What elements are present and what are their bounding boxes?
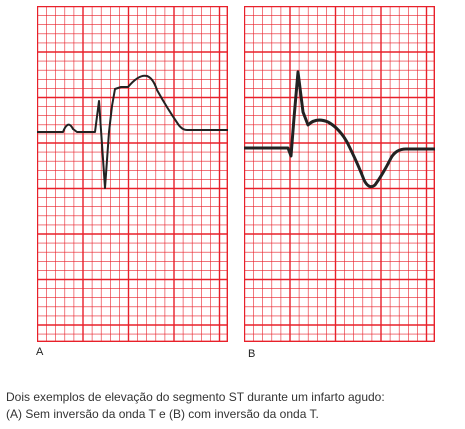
caption-line-1: Dois exemplos de elevação do segmento ST… — [6, 390, 385, 404]
ecg-grid-b — [244, 6, 435, 342]
ecg-grid-a — [37, 6, 228, 342]
ecg-strip-a — [37, 6, 228, 342]
caption-line-2: (A) Sem inversão da onda T e (B) com inv… — [6, 407, 319, 421]
panel-label-a: A — [36, 346, 44, 358]
ecg-strip-b — [244, 6, 435, 342]
panel-label-b: B — [248, 348, 256, 360]
ecg-trace-b — [244, 70, 435, 189]
ecg-trace-a — [37, 74, 228, 189]
figure-caption: Dois exemplos de elevação do segmento ST… — [6, 389, 462, 423]
